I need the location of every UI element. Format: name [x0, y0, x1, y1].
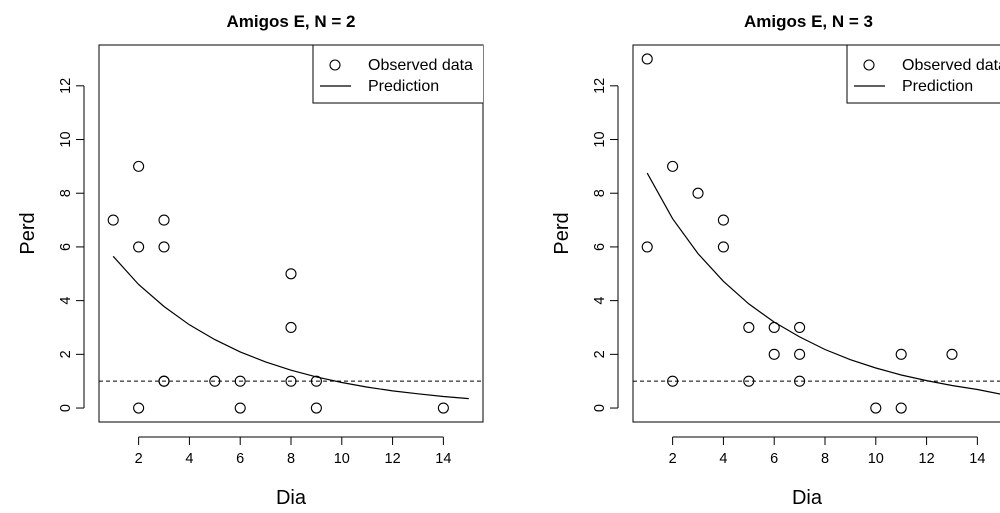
- y-tick-label: 0: [58, 404, 74, 412]
- data-point: [743, 321, 755, 334]
- x-tick-label: 10: [868, 451, 884, 467]
- data-point: [133, 402, 145, 414]
- chart-title: Amigos E, N = 2: [227, 12, 356, 31]
- data-point: [310, 375, 322, 387]
- prediction-line: [112, 255, 469, 400]
- plot-marks: [633, 53, 1000, 414]
- x-tick-label: 8: [287, 451, 295, 467]
- x-tick-label: 2: [135, 451, 143, 467]
- y-tick-label: 8: [58, 189, 74, 197]
- data-point: [285, 268, 297, 280]
- data-point: [285, 321, 297, 334]
- y-tick-label: 2: [592, 350, 608, 358]
- chart-title: Amigos E, N = 3: [744, 12, 873, 31]
- x-axis-label: Dia: [276, 487, 307, 509]
- legend-label-observed: Observed data: [902, 57, 1000, 74]
- y-tick-label: 10: [58, 131, 74, 147]
- x-axis-label: Dia: [792, 487, 823, 509]
- chart-panel-n3: Amigos E, N = 3 Dia Perd 2 4 6 8 10 12 14 0 2 4 6 8…: [551, 12, 1000, 509]
- data-point: [158, 375, 170, 387]
- y-tick-label: 8: [592, 189, 608, 197]
- x-tick-label: 12: [385, 451, 401, 467]
- data-point: [794, 348, 806, 360]
- data-point: [717, 241, 729, 253]
- data-point: [285, 375, 297, 387]
- x-tick-label: 6: [770, 451, 778, 467]
- y-axis-label: Perd: [551, 212, 573, 254]
- data-point: [768, 348, 780, 360]
- data-point: [133, 160, 145, 172]
- legend-marker-observed: [329, 59, 341, 71]
- data-point: [133, 241, 145, 253]
- legend-box: [846, 45, 1000, 104]
- x-tick-label: 4: [719, 451, 727, 467]
- data-point: [768, 321, 780, 334]
- y-tick-label: 4: [592, 297, 608, 305]
- data-point: [895, 348, 907, 360]
- data-point: [641, 241, 653, 253]
- x-tick-label: 12: [919, 451, 935, 467]
- data-point: [310, 402, 322, 414]
- x-tick-label: 2: [669, 451, 677, 467]
- data-point: [946, 348, 958, 360]
- y-tick-label: 12: [592, 78, 608, 94]
- y-tick-label: 6: [592, 243, 608, 251]
- legend-marker-observed: [863, 59, 875, 71]
- data-point: [641, 53, 653, 65]
- data-point: [209, 375, 221, 387]
- legend-label-observed: Observed data: [368, 57, 473, 74]
- y-tick-label: 12: [58, 78, 74, 94]
- plot-frame: [632, 44, 1000, 423]
- data-point: [667, 375, 679, 387]
- x-tick-label: 14: [969, 451, 985, 467]
- plot-frame: [98, 44, 484, 423]
- x-tick-label: 6: [236, 451, 244, 467]
- data-point: [895, 402, 907, 414]
- data-point: [794, 321, 806, 334]
- x-tick-label: 14: [435, 451, 451, 467]
- data-point: [794, 375, 806, 387]
- data-point: [437, 402, 449, 414]
- data-point: [234, 375, 246, 387]
- x-tick-label: 10: [334, 451, 350, 467]
- legend-label-prediction: Prediction: [902, 78, 973, 95]
- legend: Observed data Prediction: [846, 45, 1000, 104]
- plot-marks: [99, 160, 483, 414]
- legend-box: [312, 45, 483, 104]
- data-point: [107, 214, 119, 226]
- data-point: [743, 375, 755, 387]
- data-point: [870, 402, 882, 414]
- data-point: [717, 214, 729, 226]
- data-point: [692, 187, 704, 199]
- y-tick-label: 6: [58, 243, 74, 251]
- x-tick-label: 8: [821, 451, 829, 467]
- chart-panel-n2: Amigos E, N = 2 Dia Perd 2 4 6 8 10 12 14 0 2 4 6 8…: [17, 12, 484, 509]
- legend-label-prediction: Prediction: [368, 78, 439, 95]
- y-tick-label: 10: [592, 131, 608, 147]
- y-tick-label: 2: [58, 350, 74, 358]
- data-point: [158, 241, 170, 253]
- y-tick-label: 0: [592, 404, 608, 412]
- y-axis-label: Perd: [17, 212, 39, 254]
- data-point: [234, 402, 246, 414]
- x-tick-label: 4: [185, 451, 193, 467]
- data-point: [158, 214, 170, 226]
- legend: Observed data Prediction: [312, 45, 483, 104]
- y-tick-label: 4: [58, 297, 74, 305]
- data-point: [667, 160, 679, 172]
- prediction-line: [646, 172, 1000, 395]
